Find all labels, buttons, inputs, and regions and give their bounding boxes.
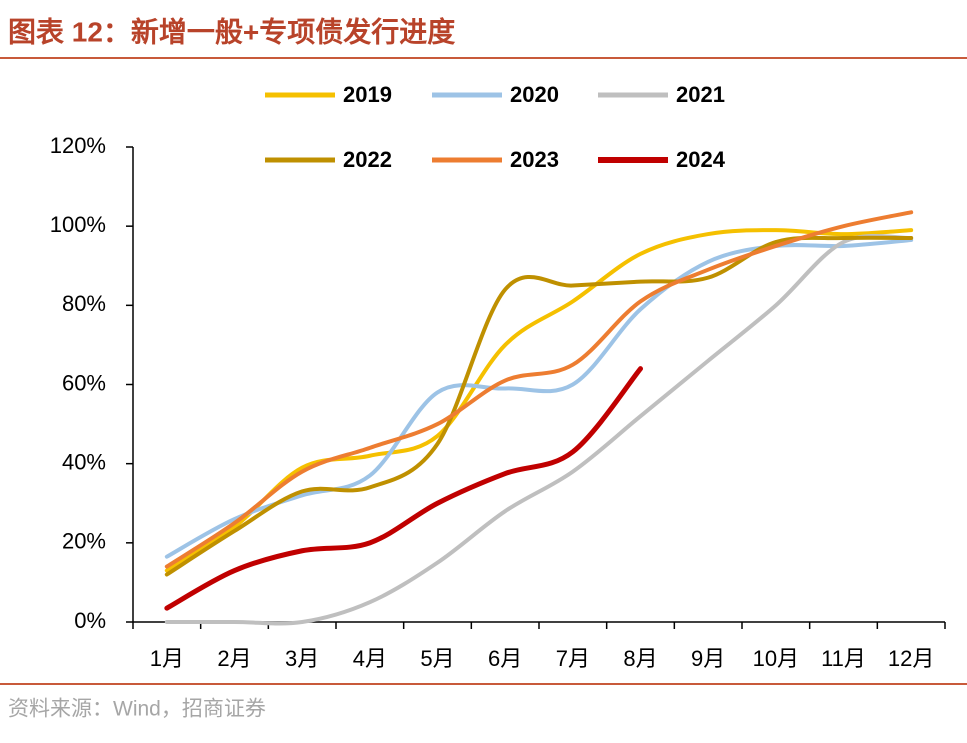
legend-label: 2021 bbox=[676, 82, 725, 107]
x-tick-label: 8月 bbox=[623, 646, 657, 671]
x-tick-label: 10月 bbox=[753, 646, 799, 671]
legend-label: 2024 bbox=[676, 147, 726, 172]
series-line bbox=[164, 238, 914, 559]
x-tick-label: 4月 bbox=[353, 646, 387, 671]
series-line bbox=[164, 366, 643, 611]
legend-label: 2019 bbox=[343, 82, 392, 107]
series-line bbox=[164, 228, 914, 573]
chart-title: 图表 12：新增一般+专项债发行进度 bbox=[8, 15, 455, 47]
x-tick-label: 12月 bbox=[888, 646, 934, 671]
x-tick-label: 11月 bbox=[821, 646, 866, 671]
x-tick-label: 7月 bbox=[556, 646, 590, 671]
legend-label: 2020 bbox=[510, 82, 559, 107]
series-line bbox=[164, 233, 914, 626]
source: 资料来源：Wind，招商证券 bbox=[8, 698, 266, 721]
series-line bbox=[164, 235, 914, 577]
y-tick-label: 120% bbox=[50, 133, 106, 158]
legend-label: 2023 bbox=[510, 147, 559, 172]
y-tick-label: 0% bbox=[74, 608, 106, 633]
y-tick-label: 20% bbox=[62, 529, 106, 554]
y-tick-label: 100% bbox=[50, 212, 106, 237]
y-tick-label: 80% bbox=[62, 291, 106, 316]
y-tick-label: 40% bbox=[62, 449, 106, 474]
x-tick-label: 2月 bbox=[217, 646, 251, 671]
x-tick-label: 6月 bbox=[488, 646, 522, 671]
x-tick-label: 3月 bbox=[285, 646, 319, 671]
y-tick-label: 60% bbox=[62, 370, 106, 395]
series-line bbox=[164, 210, 914, 569]
x-tick-label: 5月 bbox=[420, 646, 454, 671]
x-tick-label: 9月 bbox=[691, 646, 725, 671]
x-tick-label: 1月 bbox=[150, 646, 184, 671]
legend-label: 2022 bbox=[343, 147, 392, 172]
